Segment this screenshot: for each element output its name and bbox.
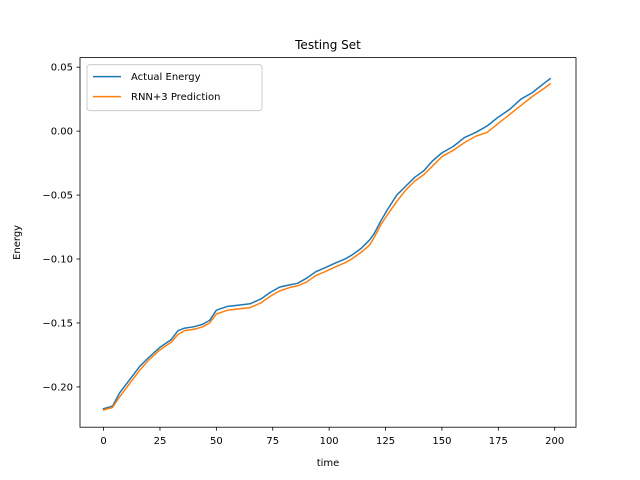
x-tick-label: 125	[376, 436, 395, 447]
x-axis-ticks: 0 25 50 75 100 125 150 175 200	[100, 427, 564, 447]
y-tick-label: −0.15	[42, 318, 73, 329]
chart-title: Testing Set	[294, 38, 361, 52]
x-tick-label: 100	[320, 436, 339, 447]
series-line-2	[102, 82, 552, 411]
y-axis-label: Energy	[12, 225, 23, 260]
legend-box	[86, 64, 263, 112]
x-tick-label: 200	[545, 436, 564, 447]
y-tick-label: −0.05	[42, 191, 73, 202]
legend-label: RNN+3 Prediction	[131, 92, 221, 103]
y-tick-label: −0.10	[42, 255, 73, 266]
y-tick-label: 0.05	[51, 63, 73, 74]
x-axis-label: time	[317, 458, 340, 469]
x-tick-label: 25	[154, 436, 167, 447]
legend-label: Actual Energy	[131, 72, 201, 83]
plot-area	[102, 77, 552, 411]
series-line-1	[102, 77, 552, 410]
legend: Actual Energy RNN+3 Prediction	[86, 64, 263, 112]
x-tick-label: 50	[210, 436, 223, 447]
axes-frame	[79, 57, 577, 428]
x-tick-label: 175	[489, 436, 508, 447]
y-axis-ticks: −0.20 −0.15 −0.10 −0.05 0.00 0.05	[42, 63, 80, 393]
y-tick-label: −0.20	[42, 382, 73, 393]
x-tick-label: 150	[432, 436, 451, 447]
y-tick-label: 0.00	[51, 127, 73, 138]
x-tick-label: 0	[100, 436, 106, 447]
x-tick-label: 75	[266, 436, 279, 447]
